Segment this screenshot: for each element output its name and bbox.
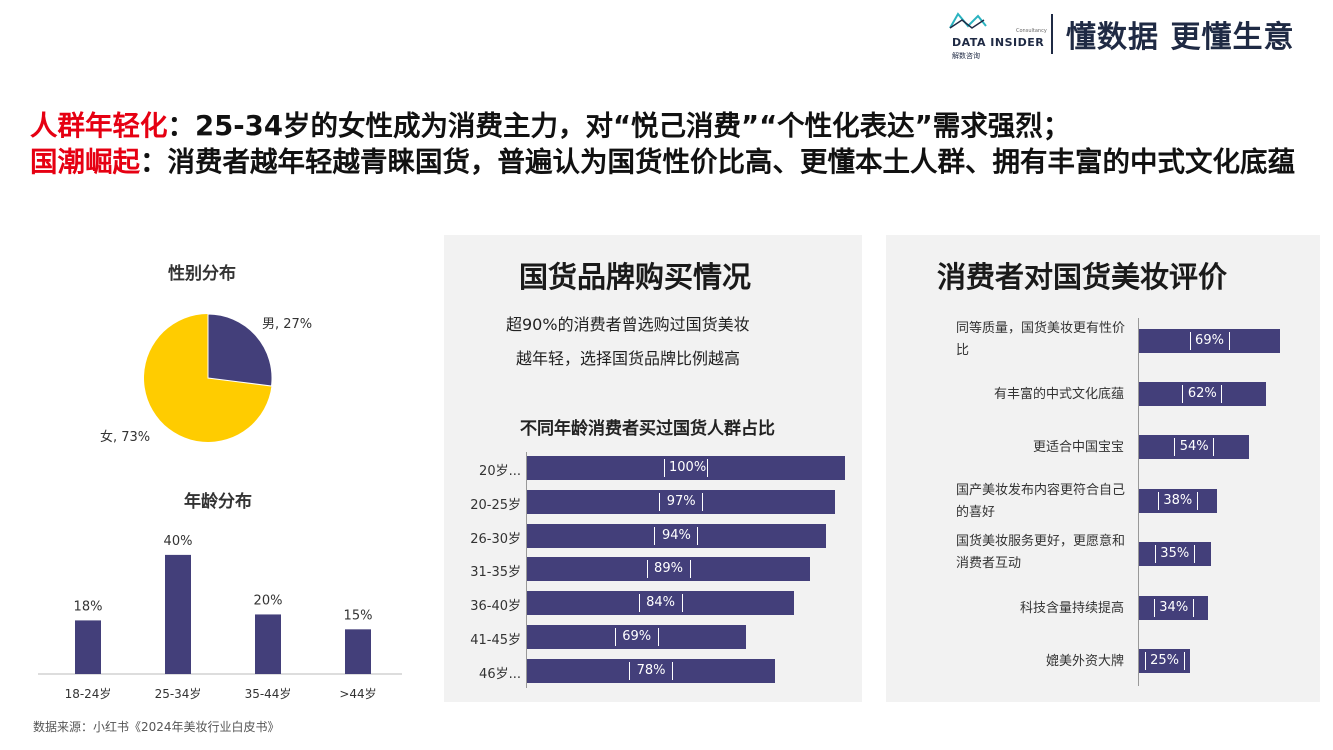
purchase-value-label: 94% (654, 526, 699, 545)
purchase-sub1: 超90%的消费者曾选购过国货美妆 (506, 315, 750, 334)
gender-title: 性别分布 (168, 264, 236, 284)
purchase-category-label: 41-45岁 (470, 633, 521, 648)
logo-subtext: 解数咨询 (952, 52, 980, 60)
purchase-value-label: 69% (614, 628, 659, 646)
evaluation-value-label: 62% (1182, 385, 1223, 403)
evaluation-category-label: 国产美妆发布内容更符合自己的喜好 (956, 483, 1126, 520)
age-value-label: 40% (164, 534, 193, 549)
age-value-label: 20% (254, 593, 283, 608)
evaluation-panel (886, 235, 1320, 702)
age-title: 年龄分布 (184, 492, 252, 512)
age-category-label: 25-34岁 (155, 686, 202, 701)
gender-pie-chart (144, 313, 273, 442)
evaluation-value-label: 54% (1174, 438, 1215, 456)
logo-mark-icon (949, 12, 987, 29)
headline-key2: 国潮崛起 (30, 146, 140, 178)
headline: 人群年轻化：25-34岁的女性成为消费主力，对“悦己消费”“个性化表达”需求强烈… (30, 108, 1320, 180)
purchase-value-label: 89% (646, 560, 691, 579)
age-bar (165, 554, 191, 674)
purchase-category-label: 31-35岁 (470, 565, 521, 581)
purchase-value-label: 100% (664, 459, 708, 477)
purchase-chart-title: 不同年龄消费者买过国货人群占比 (520, 419, 775, 439)
age-bar-chart: 18% 18-24岁 40% 25-34岁 20% 35-44岁 15% >44岁 (38, 534, 402, 701)
evaluation-value-label: 25% (1144, 652, 1185, 670)
age-bar (255, 614, 281, 674)
brand-logo: Consultancy DATA INSIDER 解数咨询 (948, 10, 1048, 60)
evaluation-title: 消费者对国货美妆评价 (937, 260, 1228, 294)
purchase-category-label: 36-40岁 (470, 599, 521, 615)
data-source: 数据来源：小红书《2024年美妆行业白皮书》 (33, 720, 280, 734)
evaluation-category-label: 同等质量，国货美妆更有性价比 (956, 321, 1126, 358)
age-category-label: 18-24岁 (65, 686, 112, 701)
evaluation-category-label: 国货美妆服务更好，更愿意和消费者互动 (956, 534, 1126, 571)
evaluation-value-label: 35% (1154, 545, 1195, 563)
evaluation-category-label: 媲美外资大牌 (1045, 654, 1124, 669)
age-value-label: 18% (74, 599, 103, 614)
pie-slice-male (207, 313, 273, 387)
age-category-label: >44岁 (339, 686, 376, 701)
purchase-category-label: 20岁... (479, 464, 521, 479)
purchase-sub2: 越年轻，选择国货品牌比例越高 (516, 349, 741, 368)
pie-label-female: 女, 73% (100, 430, 151, 445)
logo-text: DATA INSIDER (952, 36, 1045, 49)
evaluation-category-label: 有丰富的中式文化底蕴 (993, 387, 1124, 402)
headline-key1: 人群年轻化 (30, 110, 168, 142)
evaluation-axis (1138, 318, 1139, 686)
evaluation-value-label: 69% (1189, 332, 1230, 350)
headline-text2: ：消费者越年轻越青睐国货，普遍认为国货性价比高、更懂本土人群、拥有丰富的中式文化… (140, 146, 1295, 178)
pie-label-male: 男, 27% (262, 317, 313, 332)
header-divider (1051, 14, 1053, 54)
slogan: 懂数据 更懂生意 (1066, 20, 1295, 55)
age-value-label: 15% (344, 608, 373, 623)
age-bar (345, 629, 371, 674)
evaluation-category-label: 更适合中国宝宝 (1032, 440, 1124, 455)
evaluation-value-label: 38% (1157, 492, 1198, 510)
evaluation-category-label: 科技含量持续提高 (1019, 601, 1124, 616)
purchase-category-label: 20-25岁 (470, 497, 521, 513)
age-bar (75, 620, 101, 674)
evaluation-value-label: 34% (1153, 599, 1194, 617)
age-category-label: 35-44岁 (245, 686, 292, 701)
purchase-category-label: 26-30岁 (470, 531, 521, 547)
purchase-value-label: 78% (629, 661, 674, 680)
logo-corp: Consultancy (1016, 28, 1047, 34)
headline-text1: ：25-34岁的女性成为消费主力，对“悦己消费”“个性化表达”需求强烈； (167, 110, 1071, 142)
purchase-value-label: 97% (659, 492, 704, 511)
purchase-title: 国货品牌购买情况 (519, 260, 752, 294)
purchase-category-label: 46岁... (479, 666, 521, 682)
purchase-value-label: 84% (638, 594, 683, 613)
purchase-axis (526, 452, 527, 688)
